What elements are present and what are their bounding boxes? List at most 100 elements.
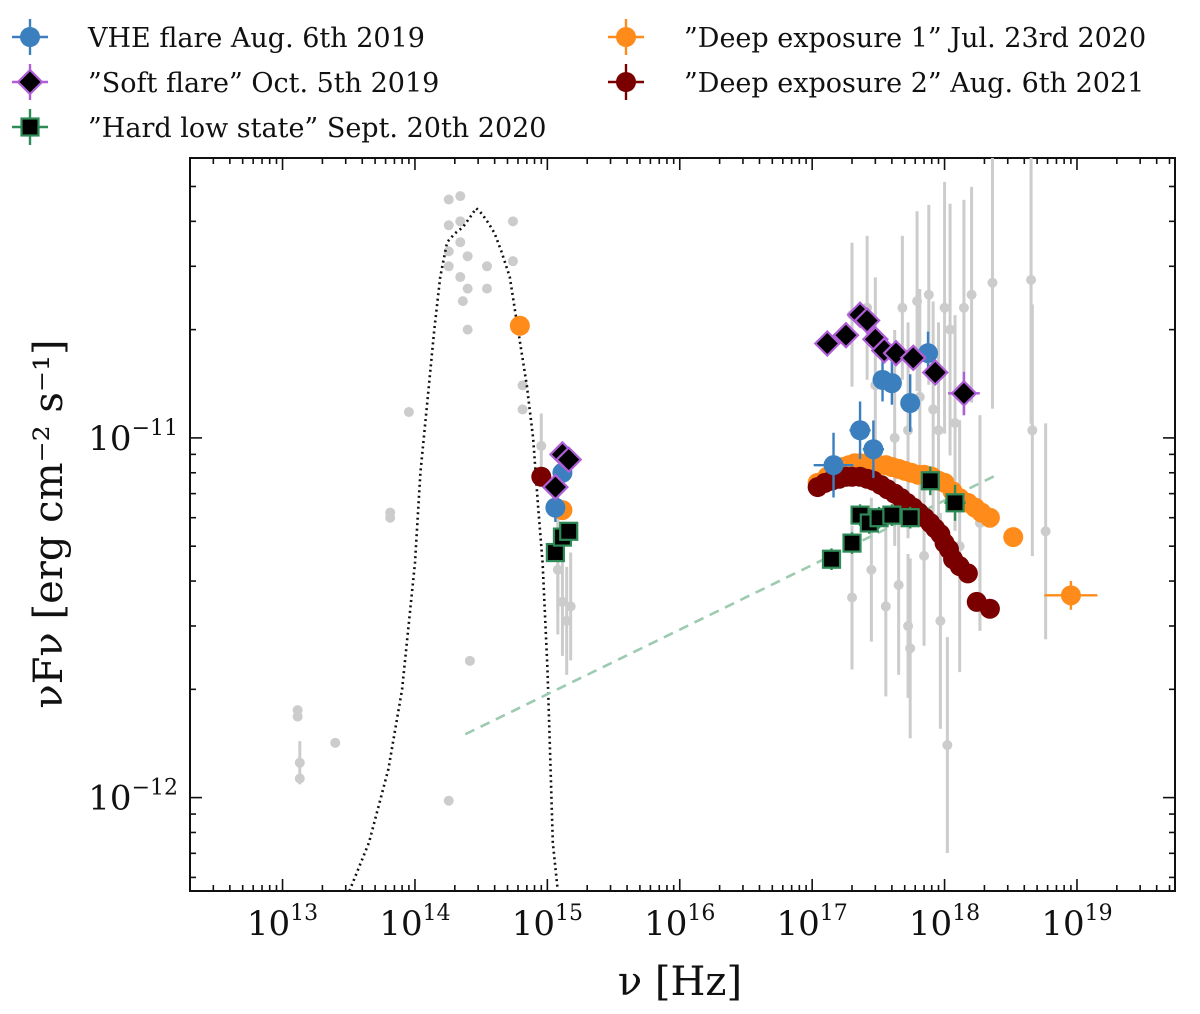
- soft-flare-point: [832, 321, 860, 349]
- archival-point: [457, 296, 468, 307]
- archival-point: [455, 216, 466, 227]
- archival-point: [294, 757, 305, 768]
- legend: VHE flare Aug. 6th 2019 ”Soft flare” Oct.…: [12, 19, 1146, 145]
- archival-point: [939, 302, 950, 313]
- archival-point: [517, 380, 528, 391]
- x-axis-label: ν [Hz]: [618, 959, 742, 1005]
- hard-low-state-point: [842, 533, 862, 553]
- template-curve: [348, 206, 560, 891]
- archival-point: [1040, 526, 1051, 537]
- archival-point: [933, 425, 944, 436]
- archival-point: [443, 194, 454, 205]
- archival-point: [385, 512, 396, 523]
- archival-point: [923, 289, 934, 300]
- deep-exposure-2-point: [979, 598, 1000, 619]
- soft-flare-point: [950, 379, 978, 407]
- archival-point: [330, 737, 341, 748]
- axis-ticks: 1013 1014 1015 1016 1017 1018 1019 10−11 10−12: [88, 157, 1175, 944]
- archival-point: [517, 404, 528, 415]
- archival-point: [443, 795, 454, 806]
- x-tick-label: 1019: [1041, 901, 1112, 944]
- archival-point: [880, 601, 891, 612]
- archival-point: [958, 302, 969, 313]
- vhe-flare-point: [863, 439, 884, 460]
- vhe-flare-point: [850, 420, 871, 441]
- archival-point: [945, 324, 956, 335]
- legend-marker: [16, 68, 44, 96]
- archival-point: [462, 283, 473, 294]
- hard-low-state-point: [821, 549, 842, 569]
- x-tick-label: 1018: [909, 901, 980, 944]
- legend-entry: ”Hard low state” Sept. 20th 2020: [12, 109, 547, 145]
- archival-point: [294, 773, 305, 784]
- soft-flare-point: [541, 473, 569, 501]
- x-tick-label: 1013: [247, 901, 318, 944]
- deep-exposure-1-point: [1060, 585, 1081, 606]
- archival-point: [950, 418, 961, 429]
- soft-flare-series: [541, 301, 980, 501]
- archival-point: [443, 246, 454, 257]
- archival-point: [455, 272, 466, 283]
- hard-low-state-point: [900, 508, 920, 528]
- archival-point: [557, 596, 568, 607]
- data-layer: [292, 158, 1098, 891]
- legend-label: ”Soft flare” Oct. 5th 2019: [88, 68, 439, 99]
- legend-marker: [616, 27, 636, 47]
- legend-label: VHE flare Aug. 6th 2019: [87, 23, 425, 54]
- archival-series: [292, 158, 1051, 853]
- archival-point: [565, 601, 576, 612]
- archival-point: [481, 261, 492, 272]
- archival-point: [897, 302, 908, 313]
- legend-label: ”Hard low state” Sept. 20th 2020: [88, 113, 547, 144]
- x-tick-label: 1016: [644, 901, 715, 944]
- archival-point: [403, 407, 414, 418]
- archival-point: [893, 579, 904, 590]
- archival-point: [443, 220, 454, 231]
- soft-flare-point: [921, 358, 949, 387]
- archival-point: [536, 440, 547, 451]
- y-axis-label: νFν [erg cm⁻² s⁻¹]: [26, 339, 72, 708]
- archival-point: [507, 216, 518, 227]
- soft-flare-point: [813, 329, 841, 358]
- vhe-flare-point: [823, 455, 844, 476]
- hard-low-state-point: [945, 493, 965, 513]
- archival-point: [889, 432, 900, 443]
- archival-point: [455, 237, 466, 248]
- vhe-flare-point: [900, 393, 921, 414]
- x-tick-label: 1014: [379, 901, 450, 944]
- archival-point: [966, 289, 977, 300]
- archival-point: [462, 251, 473, 262]
- y-tick-label: 10−11: [88, 416, 178, 459]
- archival-point: [903, 425, 914, 436]
- archival-point: [1027, 425, 1038, 436]
- legend-marker: [20, 117, 40, 137]
- legend-marker: [616, 72, 636, 92]
- y-tick-label: 10−12: [88, 776, 178, 819]
- deep-exposure-1-point: [1003, 527, 1024, 548]
- archival-point: [455, 191, 466, 202]
- x-tick-label: 1015: [512, 901, 583, 944]
- legend-label: ”Deep exposure 1” Jul. 23rd 2020: [684, 23, 1146, 54]
- archival-point: [903, 620, 914, 631]
- deep-exposure-1-series: [509, 315, 1098, 610]
- legend-label: ”Deep exposure 2” Aug. 6th 2021: [684, 68, 1144, 99]
- archival-point: [987, 277, 998, 288]
- archival-point: [847, 592, 858, 603]
- hard-low-state-point: [559, 521, 579, 541]
- legend-entry: VHE flare Aug. 6th 2019: [12, 19, 425, 55]
- archival-point: [462, 324, 473, 335]
- soft-flare-point: [899, 344, 927, 372]
- legend-entry: ”Deep exposure 1” Jul. 23rd 2020: [608, 19, 1146, 55]
- archival-point: [942, 740, 953, 751]
- legend-entry: ”Deep exposure 2” Aug. 6th 2021: [608, 64, 1144, 100]
- archival-point: [464, 655, 475, 666]
- legend-entry: ”Soft flare” Oct. 5th 2019: [12, 64, 439, 100]
- vhe-flare-point: [545, 497, 566, 518]
- deep-exposure-1-point: [979, 507, 1000, 528]
- deep-exposure-1-point: [509, 315, 530, 336]
- legend-marker: [20, 27, 40, 47]
- archival-point: [552, 564, 563, 575]
- archival-point: [292, 711, 303, 722]
- archival-point: [935, 615, 946, 626]
- plot-frame: [189, 157, 1176, 892]
